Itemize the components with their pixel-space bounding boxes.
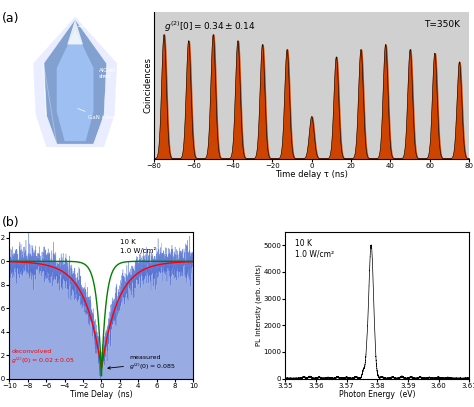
Polygon shape (44, 20, 107, 144)
Polygon shape (57, 30, 93, 141)
X-axis label: Time Delay  (ns): Time Delay (ns) (70, 390, 133, 399)
Text: (a): (a) (2, 12, 20, 25)
X-axis label: Time delay τ (ns): Time delay τ (ns) (275, 170, 348, 179)
Text: deconvolved
$g^{(2)}(0) = 0.02 \pm 0.05$: deconvolved $g^{(2)}(0) = 0.02 \pm 0.05$ (11, 349, 75, 366)
Y-axis label: PL Intensity (arb. units): PL Intensity (arb. units) (255, 264, 262, 346)
Text: 10 K
1.0 W/cm²: 10 K 1.0 W/cm² (294, 239, 334, 259)
Y-axis label: Coincidences: Coincidences (144, 57, 153, 114)
Text: GaN core: GaN core (78, 109, 114, 120)
Text: AlGaN
shell: AlGaN shell (99, 68, 116, 79)
X-axis label: Photon Energy  (eV): Photon Energy (eV) (339, 390, 416, 399)
Text: GaN QD: GaN QD (78, 23, 113, 28)
Polygon shape (33, 17, 117, 147)
Text: (b): (b) (2, 216, 20, 229)
Text: measured
$g^{(2)}(0) = 0.085$: measured $g^{(2)}(0) = 0.085$ (108, 355, 175, 372)
Text: $g^{(2)}[0]=0.34\pm0.14$: $g^{(2)}[0]=0.34\pm0.14$ (164, 20, 255, 34)
Text: T=350K: T=350K (424, 20, 460, 28)
Text: 10 K
1.0 W/cm²: 10 K 1.0 W/cm² (120, 239, 156, 254)
Polygon shape (67, 20, 83, 44)
